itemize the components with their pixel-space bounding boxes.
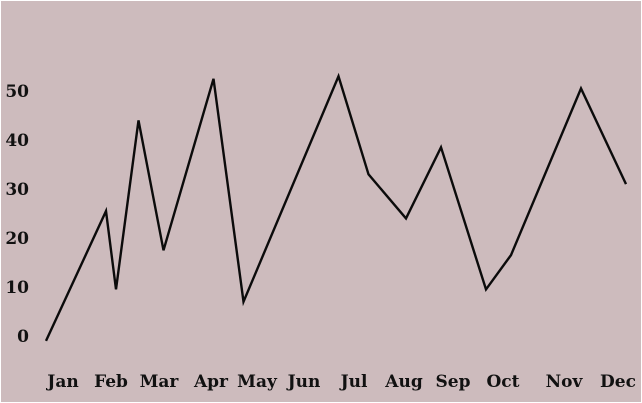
- x-tick-label-apr: Apr: [193, 372, 229, 392]
- y-tick-label: 10: [5, 278, 29, 298]
- y-tick-label: 30: [5, 180, 29, 200]
- x-tick-label-jan: Jan: [45, 372, 78, 392]
- x-tick-label-nov: Nov: [546, 372, 584, 392]
- x-tick-label-aug: Aug: [384, 372, 423, 392]
- y-tick-label: 0: [17, 327, 29, 347]
- y-tick-label: 20: [5, 229, 29, 249]
- y-axis-tick-labels: 0 10 20 30 40 50: [5, 82, 29, 347]
- x-tick-label-dec: Dec: [600, 372, 636, 392]
- y-tick-label: 50: [5, 82, 29, 102]
- x-tick-label-oct: Oct: [486, 372, 519, 392]
- x-tick-label-feb: Feb: [94, 372, 128, 392]
- x-tick-label-jun: Jun: [286, 372, 321, 392]
- x-tick-label-may: May: [237, 372, 278, 392]
- x-tick-label-jul: Jul: [339, 372, 368, 392]
- series-line: [44, 72, 628, 342]
- y-tick-label: 40: [5, 131, 29, 151]
- x-tick-label-sep: Sep: [436, 372, 471, 392]
- x-axis-tick-labels: Jan Feb Mar Apr May Jun Jul Aug Sep Oct Nov Dec: [45, 372, 636, 392]
- x-tick-label-mar: Mar: [140, 372, 180, 392]
